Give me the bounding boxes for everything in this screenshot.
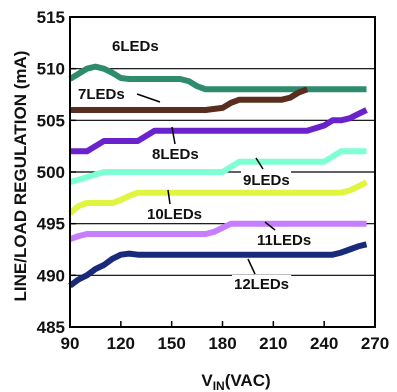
- series-label-leader-9leds: [255, 157, 264, 170]
- x-axis-title-unit: (VAC): [225, 371, 271, 390]
- y-tick-label-510: 510: [37, 60, 65, 79]
- series-label-leader-8leds: [171, 126, 176, 145]
- x-tick-label-270: 270: [361, 334, 389, 353]
- series-line-11leds: [68, 220, 367, 243]
- x-tick-label-240: 240: [310, 334, 338, 353]
- series-label-leader-10leds: [167, 189, 171, 205]
- series-label-bg-6leds: [110, 37, 160, 55]
- series-label-bg-12leds: [232, 275, 292, 293]
- series-label-6leds: 6LEDs: [112, 38, 159, 55]
- x-axis-title-main: V: [201, 371, 213, 390]
- x-axis-title: VIN(VAC): [201, 371, 270, 392]
- series-line-9leds: [69, 148, 367, 186]
- y-tick-labels: 485 490 495 500 505 510 515: [37, 8, 65, 337]
- series-label-bg-10leds: [145, 205, 205, 223]
- series-label-leader-7leds: [136, 93, 161, 103]
- y-tick-label-490: 490: [37, 266, 65, 285]
- series-label-bg-7leds: [76, 85, 126, 103]
- y-tick-label-505: 505: [37, 111, 65, 130]
- data-series: [68, 63, 368, 289]
- y-axis-title: LINE/LOAD REGULATION (mA): [11, 51, 30, 302]
- series-label-7leds: 7LEDs: [78, 86, 125, 103]
- series-label-leader-11leds: [264, 221, 276, 231]
- series-label-11leds: 11LEDs: [257, 232, 311, 249]
- y-tick-label-500: 500: [37, 163, 65, 182]
- series-line-7leds: [70, 86, 309, 113]
- series-label-8leds: 8LEDs: [152, 146, 199, 163]
- series-label-bg-9leds: [241, 171, 291, 189]
- series-line-12leds: [68, 241, 368, 289]
- series-labels: 6LEDs 7LEDs 8LEDs 9LEDs 10LEDs 11LEDs 12LEDs: [76, 37, 315, 293]
- plot-frame: [69, 16, 376, 328]
- series-label-10leds: 10LEDs: [147, 206, 202, 223]
- series-line-10leds: [68, 179, 368, 216]
- y-tick-label-515: 515: [37, 8, 65, 27]
- x-tick-label-210: 210: [259, 334, 287, 353]
- y-tick-label-495: 495: [37, 215, 65, 234]
- series-line-8leds: [70, 107, 368, 155]
- x-tick-label-120: 120: [107, 334, 135, 353]
- x-tick-labels: 90 120 150 180 210 240 270: [61, 334, 390, 353]
- series-label-bg-11leds: [255, 231, 315, 249]
- series-label-leader-12leds: [247, 258, 256, 275]
- x-tick-label-180: 180: [208, 334, 236, 353]
- x-tick-label-90: 90: [61, 334, 80, 353]
- series-label-9leds: 9LEDs: [243, 172, 290, 189]
- y-tick-label-485: 485: [37, 318, 65, 337]
- series-label-bg-8leds: [150, 145, 200, 163]
- series-label-12leds: 12LEDs: [234, 276, 289, 293]
- x-axis-title-subscript: IN: [213, 379, 225, 392]
- x-tick-label-150: 150: [157, 334, 185, 353]
